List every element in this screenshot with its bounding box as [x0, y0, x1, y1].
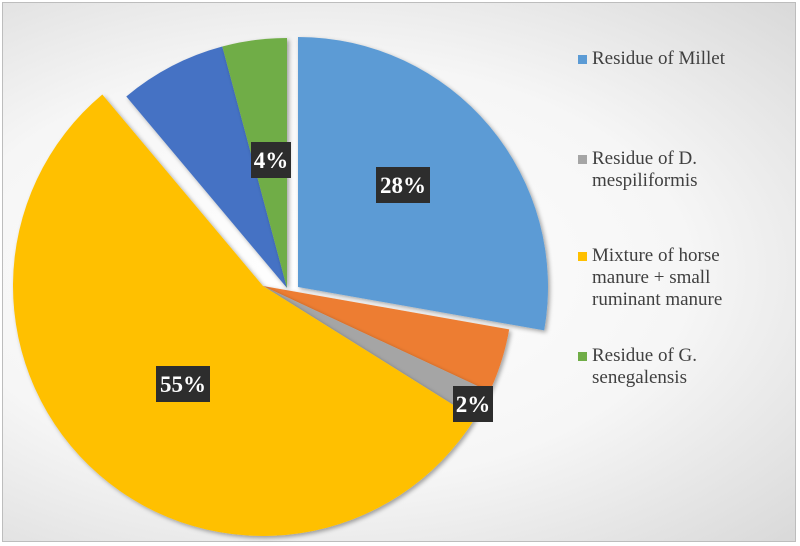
legend-swatch-millet — [578, 55, 587, 64]
legend-label-millet: Residue of Millet — [592, 48, 725, 69]
slice-manure-mixture[interactable] — [13, 94, 476, 536]
pie-slices — [13, 37, 548, 536]
legend-item-millet[interactable]: Residue of Millet — [578, 48, 767, 70]
data-label-extra-0: 2% — [456, 392, 491, 417]
data-label-extra-0-box — [453, 386, 493, 422]
data-label-yellow: 55% — [160, 372, 206, 397]
legend-item-manure-mixture[interactable]: Mixture of horse manure + small ruminant… — [578, 245, 767, 311]
legend-label-g-senegalensis: Residue of G. senegalensis — [592, 345, 698, 388]
legend-item-d-mespiliformis[interactable]: Residue of D. mespiliformis — [578, 148, 767, 192]
slice-blue[interactable] — [126, 46, 287, 289]
legend-swatch-g-senegalensis — [578, 352, 587, 361]
legend-label-d-mespiliformis: Residue of D. mespiliformis — [592, 148, 698, 191]
legend-item-g-senegalensis[interactable]: Residue of G. senegalensis — [578, 345, 767, 389]
legend-label-manure-mixture: Mixture of horse manure + small ruminant… — [592, 245, 723, 310]
slice-orange[interactable] — [263, 286, 510, 392]
legend-swatch-manure-mixture — [578, 252, 587, 261]
data-label-yellow-box — [156, 366, 210, 402]
data-label-millet-box — [376, 167, 430, 203]
legend-swatch-d-mespiliformis — [578, 155, 587, 164]
data-label-green: 4% — [254, 148, 289, 173]
slice-d-mespiliformis[interactable] — [263, 286, 490, 419]
data-label-green-box — [251, 142, 291, 178]
data-labels: 28% 55% 4% 2% — [156, 142, 493, 422]
data-label-millet: 28% — [380, 173, 426, 198]
